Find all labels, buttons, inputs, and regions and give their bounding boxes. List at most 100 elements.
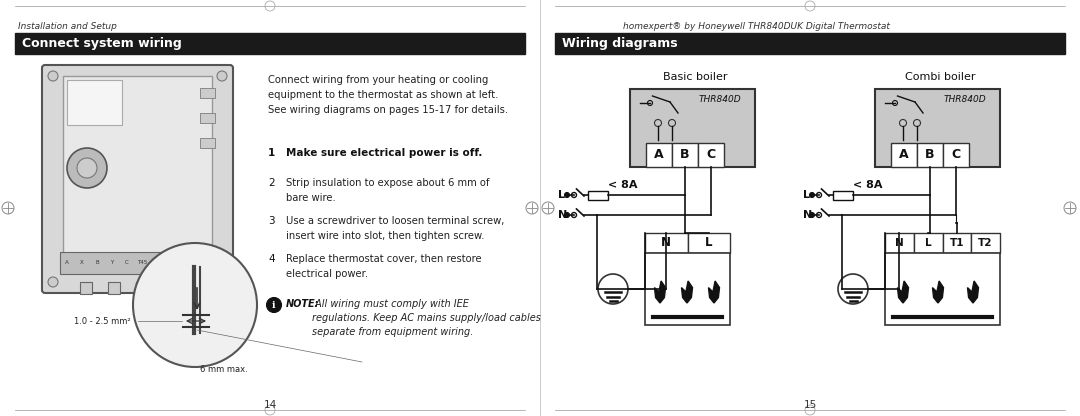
Circle shape [805, 1, 815, 11]
Bar [645, 253, 730, 325]
Bar [672, 143, 698, 167]
Circle shape [1064, 202, 1076, 214]
Polygon shape [681, 281, 692, 303]
Bar [200, 138, 215, 148]
Text: X: X [80, 260, 84, 265]
Text: L: L [804, 190, 810, 200]
Text: T1: T1 [949, 238, 964, 248]
Circle shape [565, 193, 569, 198]
Bar [108, 282, 120, 294]
Circle shape [542, 202, 554, 214]
Text: B: B [926, 149, 935, 161]
Bar [63, 76, 212, 268]
Circle shape [838, 274, 868, 304]
Text: C: C [951, 149, 960, 161]
Text: Wiring diagrams: Wiring diagrams [562, 37, 677, 50]
Text: A: A [654, 149, 664, 161]
Circle shape [571, 213, 577, 218]
Text: C: C [125, 260, 129, 265]
Bar [200, 113, 215, 123]
Bar [67, 80, 122, 125]
Text: THR840D: THR840D [699, 95, 741, 104]
Circle shape [2, 202, 14, 214]
Text: NOTE:: NOTE: [286, 299, 320, 309]
Polygon shape [654, 281, 665, 303]
Text: 15: 15 [804, 400, 816, 410]
Circle shape [816, 193, 822, 198]
Text: Use a screwdriver to loosen terminal screw,
insert wire into slot, then tighten : Use a screwdriver to loosen terminal scr… [286, 216, 504, 241]
Circle shape [810, 193, 814, 198]
Circle shape [48, 277, 58, 287]
Text: Strip insulation to expose about 6 mm of
bare wire.: Strip insulation to expose about 6 mm of… [286, 178, 489, 203]
Bar [971, 233, 1000, 253]
Text: T2: T2 [978, 238, 993, 248]
Bar [885, 253, 1000, 325]
Bar [555, 33, 1065, 54]
Circle shape [267, 297, 282, 312]
Text: T45: T45 [137, 260, 147, 265]
Bar [200, 88, 215, 98]
Circle shape [133, 243, 257, 367]
Text: 14: 14 [264, 400, 276, 410]
Circle shape [265, 405, 275, 415]
Circle shape [669, 119, 675, 126]
Bar [646, 143, 672, 167]
Text: N: N [804, 210, 812, 220]
Text: N: N [661, 237, 672, 250]
Text: i: i [272, 300, 275, 310]
Text: L: L [924, 238, 931, 248]
Text: L: L [705, 237, 713, 250]
Text: < 8A: < 8A [608, 180, 637, 190]
Bar [80, 282, 92, 294]
Bar [885, 233, 914, 253]
Text: THR840D: THR840D [944, 95, 986, 104]
Text: B: B [95, 260, 98, 265]
Text: C: C [706, 149, 716, 161]
Bar [833, 191, 853, 200]
Circle shape [48, 71, 58, 81]
Circle shape [914, 119, 920, 126]
Text: 3: 3 [268, 216, 274, 226]
Circle shape [892, 101, 897, 106]
Text: A: A [900, 149, 908, 161]
Text: B: B [680, 149, 690, 161]
Text: Installation and Setup: Installation and Setup [18, 22, 117, 31]
Bar [688, 233, 730, 253]
Text: N: N [558, 210, 567, 220]
Circle shape [816, 213, 822, 218]
Text: L: L [558, 190, 565, 200]
Bar [60, 252, 215, 274]
Bar [943, 233, 971, 253]
Circle shape [571, 193, 577, 198]
Circle shape [67, 148, 107, 188]
Polygon shape [932, 281, 944, 303]
Bar [917, 143, 943, 167]
Circle shape [217, 71, 227, 81]
Circle shape [654, 119, 661, 126]
Bar [588, 191, 608, 200]
Text: Make sure electrical power is off.: Make sure electrical power is off. [286, 148, 483, 158]
Bar [943, 143, 969, 167]
Text: 6 mm max.: 6 mm max. [200, 365, 247, 374]
Text: < 8A: < 8A [853, 180, 882, 190]
Circle shape [805, 405, 815, 415]
Bar [891, 143, 917, 167]
Bar [698, 143, 724, 167]
Circle shape [217, 277, 227, 287]
Text: 4: 4 [268, 254, 274, 264]
Polygon shape [708, 281, 719, 303]
Text: homexpert® by Honeywell THR840DUK Digital Thermostat: homexpert® by Honeywell THR840DUK Digita… [623, 22, 890, 31]
Text: Replace thermostat cover, then restore
electrical power.: Replace thermostat cover, then restore e… [286, 254, 482, 279]
Circle shape [900, 119, 906, 126]
Text: Basic boiler: Basic boiler [663, 72, 727, 82]
Text: Combi boiler: Combi boiler [905, 72, 975, 82]
Circle shape [648, 101, 652, 106]
Text: 2: 2 [268, 178, 274, 188]
Bar [875, 89, 1000, 167]
Circle shape [265, 1, 275, 11]
Bar [914, 233, 943, 253]
Bar [136, 282, 148, 294]
Circle shape [526, 202, 538, 214]
Bar [15, 33, 525, 54]
Circle shape [810, 213, 814, 218]
